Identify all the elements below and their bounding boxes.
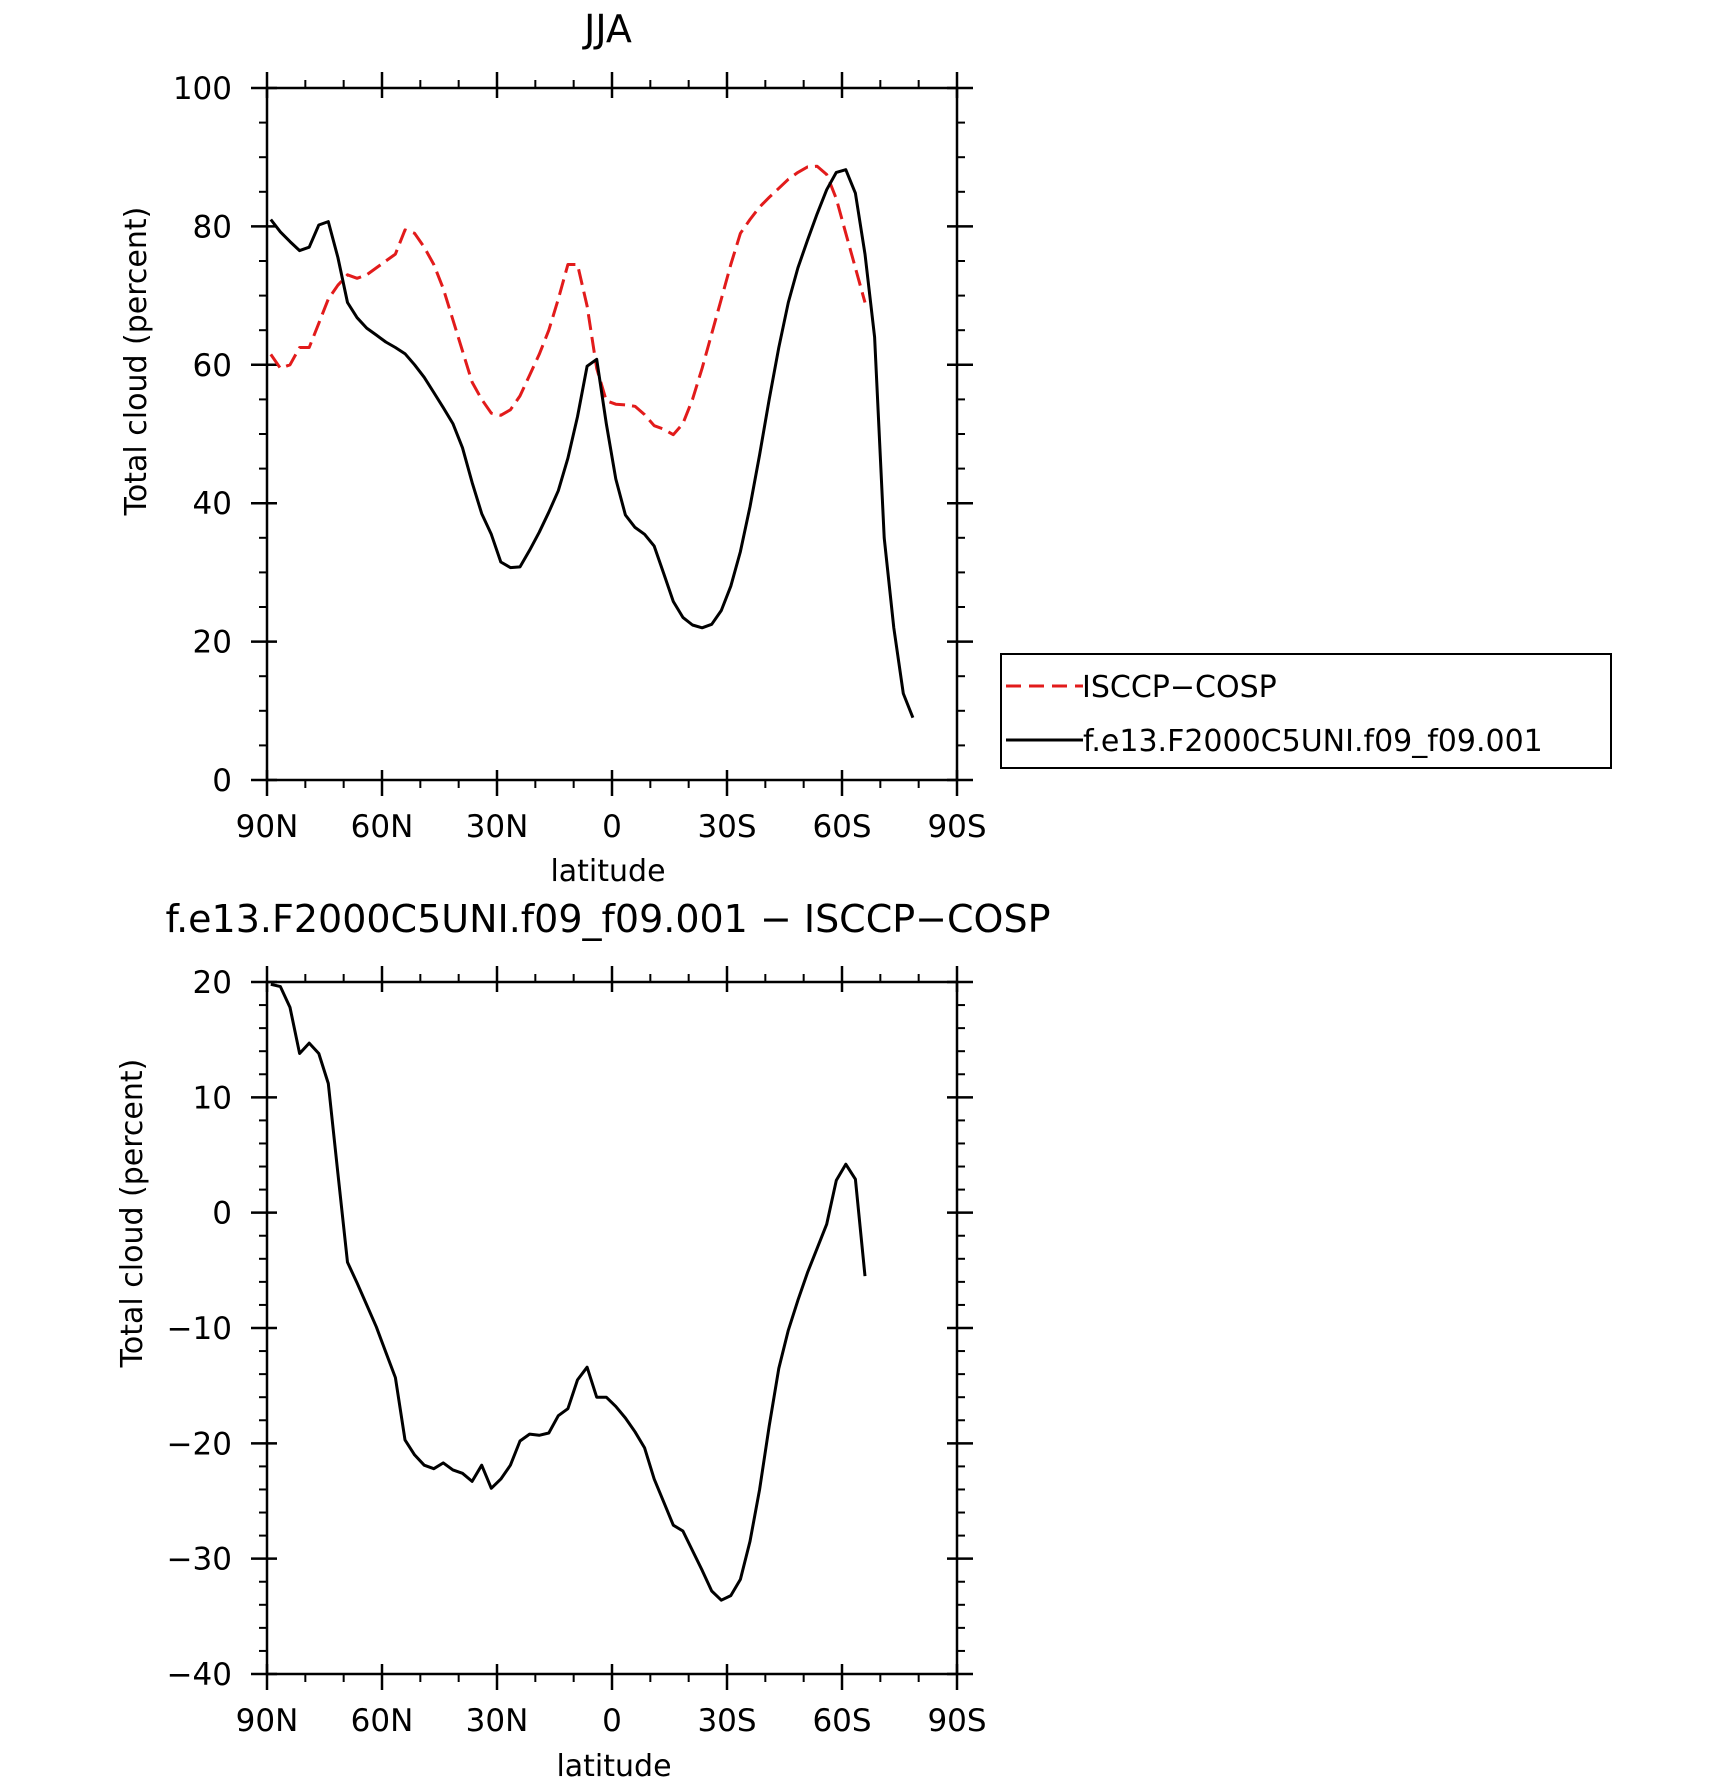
top-panel-plot-frame	[265, 86, 959, 782]
bottom-panel-ticks: 90N 60N 30N 0 30S 60S 90S 20 10 0 −10 −20 −30 −40	[167, 965, 987, 1739]
y-tick-label: 20	[193, 965, 232, 1001]
series-line-difference	[270, 982, 867, 1602]
bottom-panel-y-axis-label: Total cloud (percent)	[115, 1059, 150, 1369]
x-tick-label: 30S	[697, 809, 756, 845]
bottom-panel-title: f.e13.F2000C5UNI.f09_f09.001 − ISCCP−COS…	[165, 897, 1050, 941]
y-tick-label: −10	[167, 1311, 232, 1347]
x-tick-label: 60S	[812, 809, 871, 845]
top-panel-x-axis-label: latitude	[550, 854, 665, 889]
x-tick-label: 60N	[351, 809, 414, 845]
y-tick-label: 60	[193, 348, 232, 384]
bottom-panel-series	[270, 982, 867, 1602]
x-tick-label: 90N	[236, 1703, 299, 1739]
top-panel-title: JJA	[582, 7, 632, 51]
x-tick-label: 90S	[927, 809, 986, 845]
y-tick-label: 20	[193, 625, 232, 661]
legend-box	[1000, 653, 1612, 769]
top-panel-minor-ticks	[259, 80, 965, 788]
y-tick-label: 80	[193, 209, 232, 245]
legend-label-isccp-cosp: ISCCP−COSP	[1082, 670, 1277, 705]
y-tick-label: 0	[212, 763, 232, 799]
y-tick-label: 40	[193, 486, 232, 522]
y-tick-label: −40	[167, 1657, 232, 1693]
series-line-isccp-cosp	[269, 164, 867, 437]
x-tick-label: 0	[602, 1703, 622, 1739]
x-tick-label: 90S	[927, 1703, 986, 1739]
y-tick-label: 100	[173, 71, 232, 107]
legend-label-model: f.e13.F2000C5UNI.f09_f09.001	[1083, 724, 1543, 759]
bottom-panel: f.e13.F2000C5UNI.f09_f09.001 − ISCCP−COS…	[115, 897, 1051, 1783]
top-panel-series	[269, 164, 915, 719]
top-panel-y-axis-label: Total cloud (percent)	[119, 207, 154, 517]
series-line-model	[269, 168, 915, 719]
bottom-panel-minor-ticks	[259, 974, 965, 1682]
x-tick-label: 30N	[466, 809, 529, 845]
bottom-panel-plot-frame	[265, 980, 959, 1676]
y-tick-label: 0	[212, 1196, 232, 1232]
x-tick-label: 30N	[466, 1703, 529, 1739]
bottom-panel-x-axis-label: latitude	[556, 1749, 671, 1783]
y-tick-label: 10	[193, 1080, 232, 1116]
x-tick-label: 60S	[812, 1703, 871, 1739]
top-panel: JJA Total cloud (percent) latitude 90N 60…	[119, 7, 987, 889]
x-tick-label: 90N	[236, 809, 299, 845]
legend: ISCCP−COSP f.e13.F2000C5UNI.f09_f09.001	[1000, 653, 1612, 769]
y-tick-label: −30	[167, 1542, 232, 1578]
x-tick-label: 60N	[351, 1703, 414, 1739]
top-panel-ticks: 90N 60N 30N 0 30S 60S 90S 0 20 40 60 80 100	[173, 71, 987, 845]
x-tick-label: 0	[602, 809, 622, 845]
x-tick-label: 30S	[697, 1703, 756, 1739]
y-tick-label: −20	[167, 1426, 232, 1462]
